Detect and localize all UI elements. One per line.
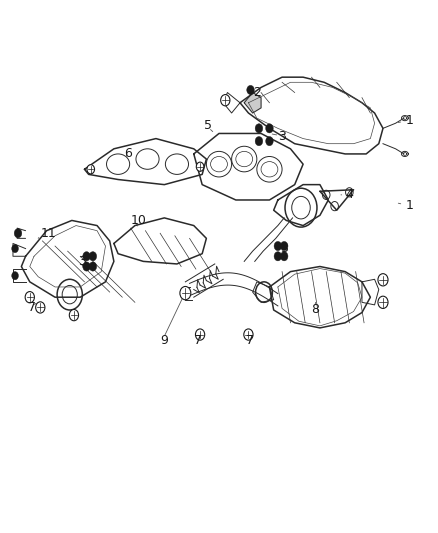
Circle shape [12, 272, 18, 280]
Text: 9: 9 [160, 334, 168, 347]
Text: 2: 2 [253, 86, 261, 99]
Circle shape [221, 94, 230, 106]
Circle shape [280, 241, 288, 251]
Circle shape [12, 245, 18, 253]
Text: 10: 10 [131, 214, 147, 227]
Text: 1: 1 [406, 114, 414, 127]
Circle shape [266, 136, 273, 146]
Circle shape [274, 252, 282, 261]
Circle shape [247, 85, 254, 94]
Circle shape [266, 124, 273, 133]
Circle shape [274, 241, 282, 251]
Circle shape [89, 262, 97, 271]
Circle shape [378, 273, 388, 286]
Circle shape [180, 286, 191, 300]
Circle shape [255, 136, 263, 146]
Circle shape [83, 262, 90, 271]
Circle shape [83, 252, 90, 261]
Circle shape [196, 162, 204, 171]
Text: 7: 7 [194, 334, 202, 347]
Text: 7: 7 [246, 334, 254, 347]
Circle shape [14, 229, 22, 238]
Circle shape [280, 252, 288, 261]
Text: 3: 3 [78, 255, 86, 268]
Text: 5: 5 [204, 119, 212, 132]
Circle shape [35, 302, 45, 313]
Text: 1: 1 [406, 199, 414, 212]
Text: 8: 8 [311, 303, 319, 317]
Text: 6: 6 [124, 148, 132, 160]
Circle shape [244, 329, 253, 340]
Circle shape [87, 165, 95, 174]
Circle shape [255, 124, 263, 133]
Circle shape [69, 310, 78, 321]
Text: 3: 3 [278, 130, 286, 142]
Text: 7: 7 [28, 301, 35, 314]
Polygon shape [244, 93, 261, 113]
Circle shape [25, 292, 35, 303]
Text: 11: 11 [40, 227, 56, 240]
Text: 4: 4 [345, 188, 353, 201]
Text: 3: 3 [280, 242, 288, 255]
Circle shape [378, 296, 388, 309]
Circle shape [89, 252, 97, 261]
Circle shape [195, 329, 205, 340]
